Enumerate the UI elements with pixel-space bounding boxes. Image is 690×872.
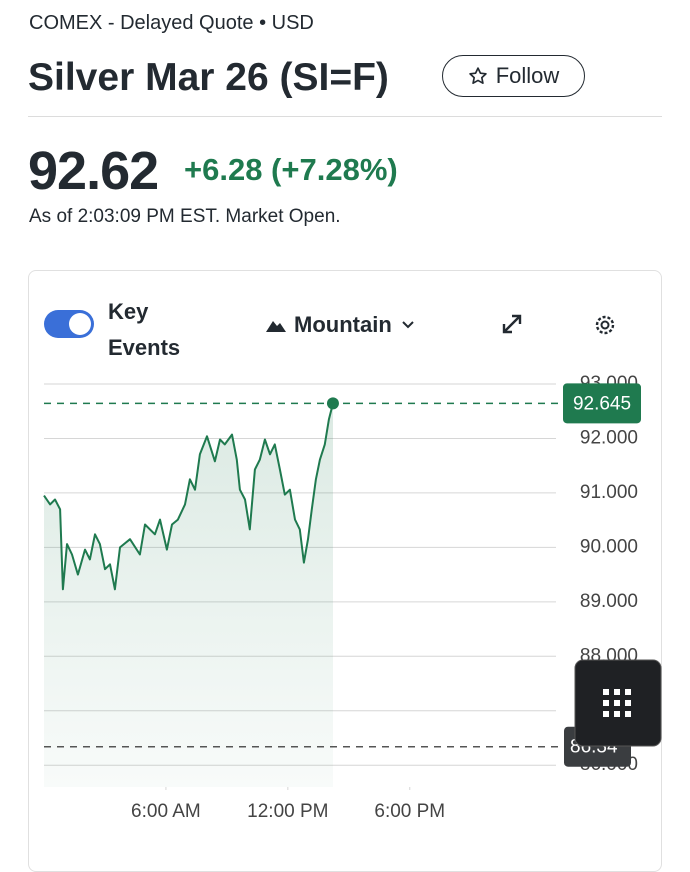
apps-dot [625,700,631,706]
price: 92.62 [28,141,159,201]
follow-button[interactable]: Follow [442,55,585,97]
apps-button[interactable] [574,659,662,747]
exchange-label: COMEX - Delayed Quote • USD [29,12,314,34]
y-tick-label: 91.000 [580,482,638,503]
y-tick-label: 92.000 [580,427,638,448]
price-line [43,403,334,591]
apps-dot [603,711,609,717]
star-icon [468,67,487,84]
apps-dot [603,700,609,706]
expand-icon[interactable] [502,314,522,334]
chart-type-label: Mountain [294,312,392,337]
timestamp: As of 2:03:09 PM EST. Market Open. [29,206,341,227]
last-price-tag [563,383,641,424]
apps-dot [603,689,609,695]
area-fill [44,403,333,787]
y-tick-label: 90.000 [580,536,638,557]
chart-type-dropdown[interactable]: Mountain [266,312,416,338]
y-tick-label: 89.000 [580,591,638,612]
settings-icon[interactable] [595,315,615,335]
follow-label: Follow [495,63,560,88]
apps-dot [625,711,631,717]
x-tick-label: 12:00 PM [247,801,328,822]
apps-dot [614,700,620,706]
chart: 93.00092.00091.00090.00089.00088.00087.0… [43,314,662,822]
x-tick-label: 6:00 PM [374,801,445,822]
page: {"header": {"exchange": "COMEX - Delayed… [28,12,662,872]
instrument-name: Silver Mar 26 (SI=F) [28,56,389,99]
price-change: +6.28 (+7.28%) [184,152,398,187]
mountain-icon [266,321,286,332]
key-events-toggle[interactable] [44,310,94,338]
chevron-icon [402,321,414,329]
x-tick-label: 6:00 AM [131,801,201,822]
apps-dot [614,689,620,695]
apps-dot [614,711,620,717]
apps-dot [625,689,631,695]
divider [28,116,662,117]
last-price-label: 92.645 [573,393,631,414]
key-events-label: Key Events [108,299,181,360]
